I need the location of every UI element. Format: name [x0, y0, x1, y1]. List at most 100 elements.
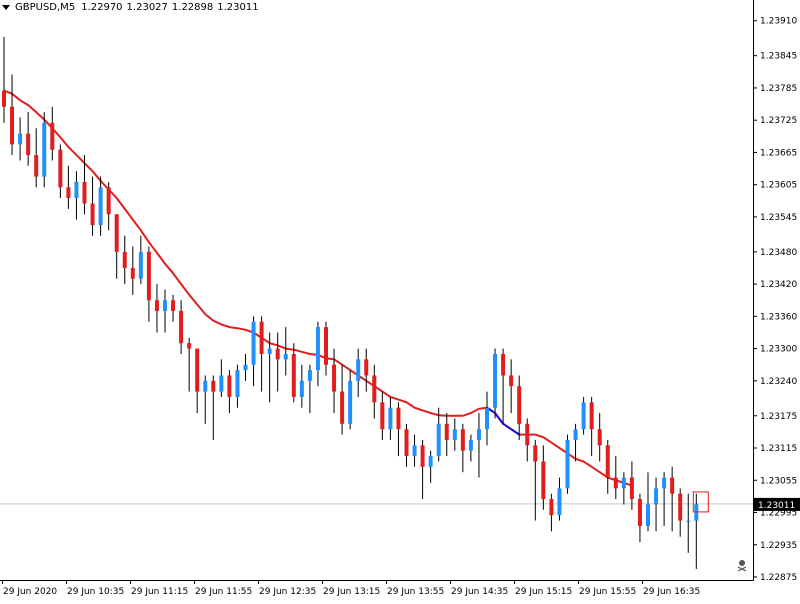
- candle-body: [613, 477, 618, 489]
- candle: [106, 181, 111, 231]
- candle: [195, 348, 200, 414]
- candle-body: [163, 300, 167, 311]
- candle-body: [299, 380, 304, 397]
- candle: [315, 321, 320, 387]
- candle: [179, 300, 184, 354]
- candle-body: [686, 520, 691, 522]
- candle: [58, 144, 63, 199]
- candle-body: [404, 429, 409, 457]
- candle-body: [412, 445, 417, 457]
- moving-average-line: [3, 89, 633, 487]
- skull-bone: [737, 566, 747, 572]
- candle: [122, 235, 127, 285]
- candle: [646, 472, 650, 532]
- candle: [74, 171, 79, 220]
- x-tick-label: 29 Jun 10:35: [67, 587, 124, 597]
- candle: [452, 418, 457, 451]
- candle: [50, 106, 55, 161]
- candle: [203, 375, 208, 424]
- candle: [98, 176, 103, 236]
- candle: [460, 423, 465, 473]
- y-tick-label: 1.23845: [760, 52, 797, 62]
- candle-body: [235, 370, 240, 397]
- candle: [18, 117, 23, 161]
- y-tick-label: 1.23545: [760, 213, 797, 223]
- candle: [565, 434, 570, 494]
- candle-body: [26, 133, 31, 156]
- candle: [138, 235, 143, 285]
- candle: [597, 413, 602, 462]
- y-tick-label: 1.23420: [760, 280, 797, 290]
- candle: [251, 316, 256, 387]
- candle: [670, 466, 675, 532]
- candle: [130, 246, 135, 295]
- candle-body: [10, 106, 15, 145]
- skull-head: [739, 560, 745, 566]
- candle-body: [179, 310, 184, 344]
- candle-body: [138, 251, 143, 279]
- candle: [10, 74, 15, 156]
- candle-body: [565, 439, 570, 489]
- moving-average-layer: [3, 89, 633, 487]
- candle-body: [130, 267, 135, 279]
- candle-body: [670, 477, 675, 494]
- candle-body: [388, 407, 393, 430]
- candle: [396, 402, 401, 457]
- candle-body: [58, 149, 63, 188]
- candle: [243, 353, 248, 381]
- candle: [82, 155, 87, 215]
- candle: [637, 493, 642, 543]
- y-tick-label: 1.23115: [760, 444, 797, 454]
- candle: [541, 445, 546, 510]
- candle: [549, 493, 554, 532]
- candle: [154, 284, 159, 333]
- candle-body: [517, 386, 522, 424]
- candle: [662, 472, 667, 526]
- candle-body: [50, 122, 55, 150]
- candle-body: [259, 321, 264, 354]
- candle-body: [372, 375, 377, 403]
- candle-body: [171, 300, 176, 311]
- candle-body: [74, 181, 79, 199]
- candle-body: [340, 391, 345, 424]
- last-candle-marker: [692, 491, 709, 513]
- x-tick-label: 29 Jun 15:55: [579, 587, 636, 597]
- candle-body: [291, 353, 296, 397]
- x-tick-label: 29 Jun 13:55: [387, 587, 444, 597]
- candle-body: [597, 429, 602, 446]
- candles-layer: [2, 36, 699, 569]
- candle-body: [444, 423, 449, 440]
- candle-body: [18, 133, 23, 145]
- candle-body: [315, 327, 320, 371]
- candle: [2, 36, 6, 123]
- candle: [476, 413, 481, 478]
- candle: [694, 493, 699, 569]
- y-tick-label: 1.23480: [760, 248, 797, 258]
- candle: [26, 112, 31, 166]
- candle: [275, 332, 280, 392]
- candle: [372, 364, 377, 419]
- candle-body: [525, 423, 530, 446]
- candle-body: [694, 504, 699, 521]
- x-tick-label: 29 Jun 13:15: [323, 587, 380, 597]
- x-tick-label: 29 Jun 14:35: [451, 587, 508, 597]
- candle-body: [557, 488, 562, 516]
- candle: [589, 396, 594, 457]
- candle-body: [219, 375, 224, 392]
- candle: [404, 423, 409, 467]
- x-tick-label: 29 Jun 12:35: [259, 587, 316, 597]
- candle: [501, 348, 506, 424]
- candle-body: [460, 429, 465, 451]
- x-tick-label: 29 Jun 11:15: [131, 587, 188, 597]
- candle-body: [251, 321, 256, 365]
- candle: [267, 332, 272, 403]
- candle-body: [493, 353, 498, 408]
- candle-body: [195, 348, 200, 392]
- dropdown-triangle-icon[interactable]: [2, 5, 10, 10]
- candle-body: [501, 353, 506, 376]
- candle: [114, 214, 119, 279]
- y-tick-label: 1.23725: [760, 116, 797, 126]
- candle-body: [476, 429, 481, 440]
